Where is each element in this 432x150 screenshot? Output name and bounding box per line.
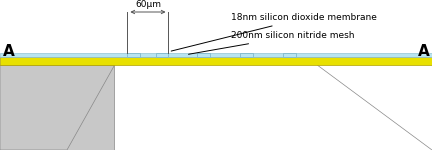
Text: 200nm silicon nitride mesh: 200nm silicon nitride mesh xyxy=(188,32,355,54)
Polygon shape xyxy=(0,52,432,57)
Polygon shape xyxy=(240,53,253,57)
Text: A: A xyxy=(3,44,15,59)
Text: 60μm: 60μm xyxy=(135,0,161,9)
Text: A: A xyxy=(417,44,429,59)
Polygon shape xyxy=(283,53,296,57)
Polygon shape xyxy=(318,65,432,150)
Text: 18nm silicon dioxide membrane: 18nm silicon dioxide membrane xyxy=(171,14,377,51)
Polygon shape xyxy=(156,53,168,57)
Polygon shape xyxy=(0,57,432,65)
Polygon shape xyxy=(0,65,114,150)
Polygon shape xyxy=(197,53,210,57)
Polygon shape xyxy=(0,65,114,150)
Polygon shape xyxy=(127,53,140,57)
